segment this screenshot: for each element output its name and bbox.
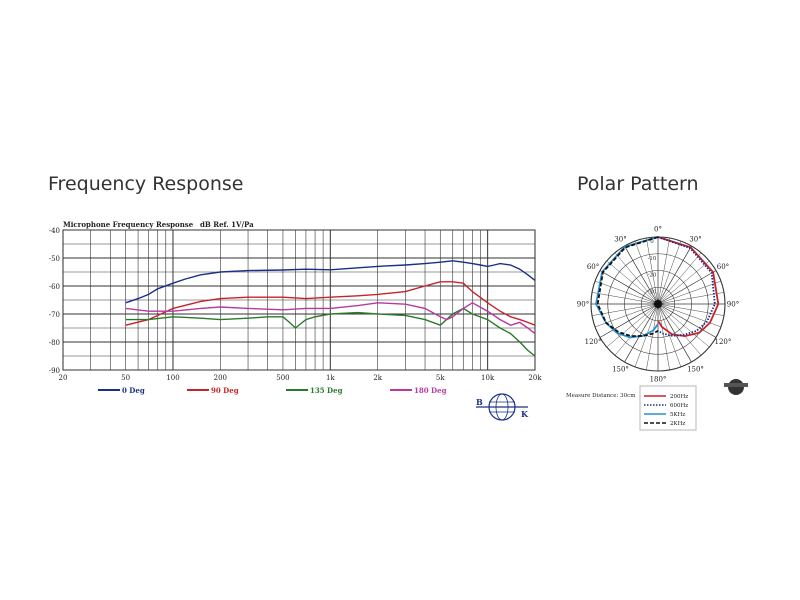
polar-angle-label: 30° (614, 236, 626, 244)
legend-label: 0 Deg (122, 386, 145, 395)
x-tick-label: 500 (276, 374, 289, 382)
x-tick-label: 2k (373, 374, 382, 382)
x-tick-label: 1k (326, 374, 335, 382)
polar-angle-label: 90° (727, 301, 739, 309)
polar-legend-label: 600Hz (670, 403, 688, 409)
polar-angle-label: 120° (585, 338, 602, 346)
polar-ring-label: -10 (648, 256, 657, 262)
polar-legend-box (639, 385, 697, 431)
polar-angle-label: 120° (715, 338, 732, 346)
polar-curves (595, 236, 720, 339)
polar-angle-label: 60° (717, 263, 729, 271)
polar-angle-label: 0° (654, 226, 662, 234)
series-line-0-deg (125, 260, 536, 304)
polar-angle-label: 90° (577, 301, 589, 309)
y-tick-label: -40 (49, 227, 60, 235)
legend-label: 90 Deg (211, 386, 239, 395)
frequency-response-heading: Frequency Response (48, 173, 244, 195)
polar-legend-label: 2KHz (670, 421, 685, 427)
bk-logo: B K (476, 393, 529, 421)
frequency-response-lines (125, 260, 536, 357)
x-tick-label: 10k (481, 374, 495, 382)
polar-angle-label: 60° (587, 263, 599, 271)
polar-pattern-chart: 0° 30° 60° 90° 120° 150° 180° 150° 120° 90° 60° 30°… (566, 226, 748, 431)
fr-chart-title: Microphone Frequency Response (63, 220, 194, 229)
polar-curve-2khz (596, 236, 659, 338)
polar-legend-label: 5KHz (670, 412, 685, 418)
measure-distance-note: Measure Distance: 30cm (566, 393, 636, 399)
polar-ring-label: -30 (648, 289, 657, 295)
frequency-response-chart: Microphone Frequency Response dB Ref. 1V… (49, 220, 543, 421)
x-tick-label: 50 (121, 374, 130, 382)
polar-legend: 200Hz 600Hz 5KHz 2KHz (644, 394, 688, 427)
polar-curve-200hz (657, 236, 720, 338)
x-tick-label: 100 (166, 374, 179, 382)
y-tick-label: -90 (49, 367, 60, 375)
legend-label: 135 Deg (310, 386, 343, 395)
fr-chart-ylabel: dB Ref. 1V/Pa (200, 220, 254, 229)
polar-angle-label: 30° (689, 236, 701, 244)
frequency-response-legend: 0 Deg 90 Deg 135 Deg 180 Deg (98, 386, 447, 395)
y-tick-label: -80 (49, 339, 60, 347)
y-tick-label: -50 (49, 255, 60, 263)
series-line-135-deg (125, 307, 536, 357)
x-tick-label: 20k (528, 374, 542, 382)
polar-angle-label: 150° (612, 365, 629, 373)
y-tick-label: -70 (49, 311, 60, 319)
polar-angle-labels: 0° 30° 60° 90° 120° 150° 180° 150° 120° 90° 60° 30°… (577, 226, 739, 384)
polar-ring-label: -20 (648, 273, 657, 279)
x-tick-label: 5k (436, 374, 445, 382)
polar-grid (590, 236, 726, 372)
legend-label: 180 Deg (414, 386, 447, 395)
x-tick-label: 20 (59, 374, 68, 382)
y-tick-label: -60 (49, 283, 60, 291)
polar-angle-label: 180° (650, 376, 667, 384)
polar-angle-label: 150° (687, 365, 704, 373)
svg-text:B: B (476, 397, 483, 407)
svg-text:K: K (521, 409, 529, 419)
series-line-90-deg (125, 281, 536, 326)
polar-ring-label: 0 (650, 239, 654, 245)
x-tick-label: 200 (214, 374, 227, 382)
polar-pattern-heading: Polar Pattern (577, 173, 699, 195)
polar-legend-label: 200Hz (670, 394, 688, 400)
brand-badge (724, 379, 748, 395)
series-line-180-deg (125, 301, 536, 335)
